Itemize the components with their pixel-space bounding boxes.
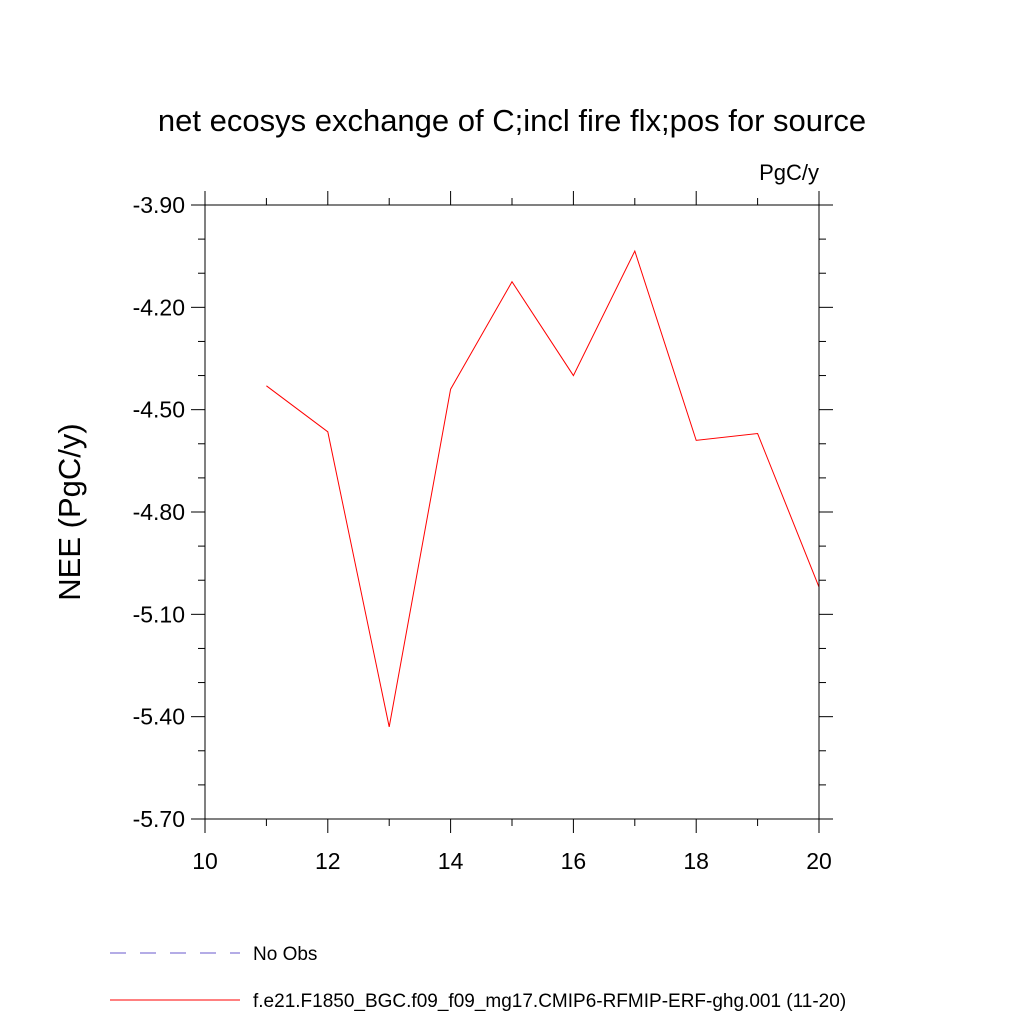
- y-tick-label: -5.10: [133, 601, 185, 627]
- y-tick-label: -3.90: [133, 192, 185, 218]
- chart-title: net ecosys exchange of C;incl fire flx;p…: [158, 103, 866, 138]
- x-tick-label: 10: [192, 848, 218, 874]
- y-tick-label: -4.20: [133, 294, 185, 320]
- x-tick-label: 14: [438, 848, 464, 874]
- x-tick-label: 16: [561, 848, 587, 874]
- series-line: [266, 249, 820, 728]
- legend: No Obs f.e21.F1850_BGC.f09_f09_mg17.CMIP6…: [110, 944, 846, 1012]
- y-axis-label: NEE (PgC/y): [52, 423, 87, 600]
- y-tick-label: -5.70: [133, 806, 185, 832]
- legend-label: f.e21.F1850_BGC.f09_f09_mg17.CMIP6-RFMIP…: [253, 991, 846, 1012]
- y-tick-label: -5.40: [133, 704, 185, 730]
- plot-frame: [204, 204, 820, 820]
- x-tick-label: 18: [683, 848, 709, 874]
- legend-label: No Obs: [253, 944, 317, 965]
- x-tick-label: 12: [315, 848, 341, 874]
- units-label: PgC/y: [759, 160, 819, 185]
- x-tick-label: 20: [806, 848, 832, 874]
- y-tick-label: -4.50: [133, 397, 185, 423]
- y-tick-label: -4.80: [133, 499, 185, 525]
